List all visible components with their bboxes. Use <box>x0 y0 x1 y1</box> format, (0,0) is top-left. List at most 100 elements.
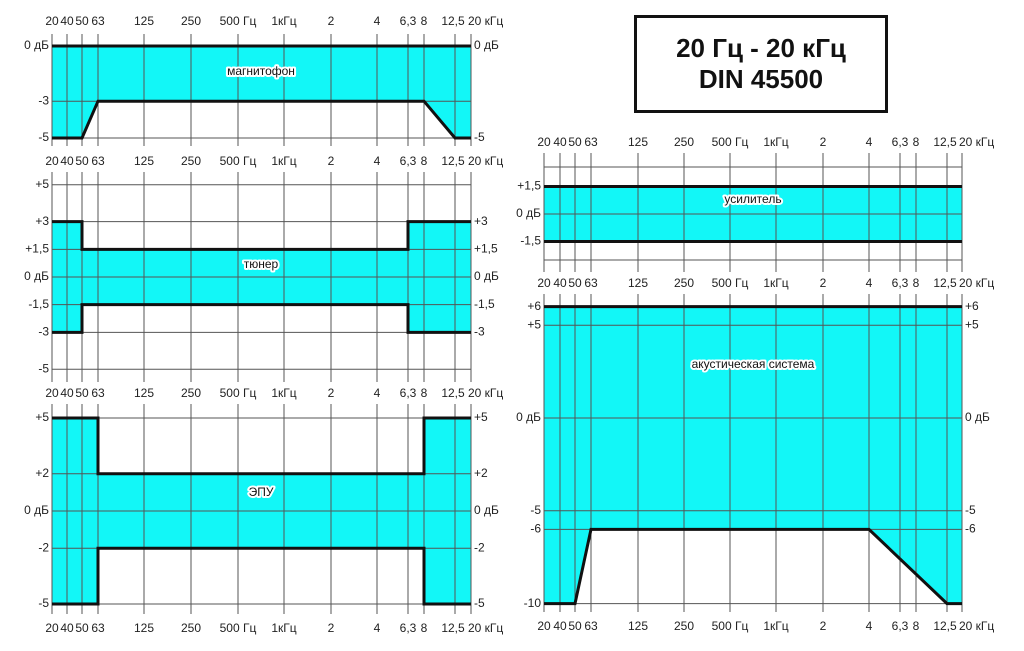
x-tick-label: 4 <box>374 14 381 28</box>
x-tick-label: 2 <box>328 14 335 28</box>
x-tick-label: 6,3 <box>400 621 417 635</box>
x-tick-label: 6,3 <box>400 386 417 400</box>
y-tick-label-right: 0 дБ <box>965 410 990 424</box>
x-tick-label: 12,5 <box>441 154 465 168</box>
y-tick-label-left: +1,5 <box>25 241 49 255</box>
x-tick-label: 50 <box>568 276 582 290</box>
panel-label: ЭПУ <box>249 485 274 499</box>
x-tick-label: 500 Гц <box>220 14 257 28</box>
x-tick-label: 63 <box>91 14 105 28</box>
x-tick-label: 20 кГц <box>959 619 994 633</box>
panel-label: магнитофон <box>227 64 295 78</box>
x-tick-label: 40 <box>60 154 74 168</box>
x-tick-label: 40 <box>60 14 74 28</box>
y-tick-label-right: 0 дБ <box>474 269 499 283</box>
x-tick-label: 2 <box>328 154 335 168</box>
x-tick-label: 20 <box>537 619 551 633</box>
x-tick-label: 50 <box>75 14 89 28</box>
x-tick-label: 2 <box>820 276 827 290</box>
x-tick-label: 20 <box>537 135 551 149</box>
y-tick-label-right: +3 <box>474 214 488 228</box>
y-tick-label-left: +5 <box>35 177 49 191</box>
lower-tolerance-boundary <box>52 303 471 334</box>
x-tick-label: 6,3 <box>892 135 909 149</box>
y-tick-label-left: -6 <box>530 522 541 536</box>
x-tick-label: 8 <box>421 14 428 28</box>
x-tick-label: 8 <box>421 386 428 400</box>
chart-panel-3: 20 40 50 63 125 250 500 Гц 1кГц 2 4 6,3 8 12,5 20 кГц… <box>516 135 994 272</box>
y-tick-label-right: -2 <box>474 540 485 554</box>
x-tick-label: 8 <box>913 135 920 149</box>
panel-label: акустическая система <box>692 357 815 371</box>
x-tick-label: 12,5 <box>933 619 957 633</box>
x-tick-label: 125 <box>134 621 154 635</box>
y-tick-label-right: +5 <box>965 317 979 331</box>
x-tick-label: 20 <box>45 14 59 28</box>
x-tick-label: 8 <box>421 154 428 168</box>
x-tick-label: 500 Гц <box>712 135 749 149</box>
x-tick-label: 2 <box>820 135 827 149</box>
panel-label: тюнер <box>244 257 279 271</box>
y-tick-label-right: +2 <box>474 466 488 480</box>
y-tick-label-right: -5 <box>474 596 485 610</box>
x-tick-label: 125 <box>628 619 648 633</box>
y-tick-label-left: +6 <box>527 299 541 313</box>
x-tick-label: 63 <box>91 386 105 400</box>
x-tick-label: 20 <box>45 621 59 635</box>
x-tick-label: 125 <box>134 14 154 28</box>
x-tick-label: 250 <box>181 14 201 28</box>
y-tick-label-right: -1,5 <box>474 297 495 311</box>
x-tick-label: 125 <box>628 135 648 149</box>
x-tick-label: 500 Гц <box>220 154 257 168</box>
x-tick-label: 6,3 <box>892 619 909 633</box>
y-tick-label-left: -1,5 <box>520 234 541 248</box>
x-tick-label: 500 Гц <box>220 386 257 400</box>
x-tick-label: 20 кГц <box>959 276 994 290</box>
x-tick-label: 6,3 <box>892 276 909 290</box>
x-tick-label: 250 <box>674 619 694 633</box>
y-tick-label-left: -3 <box>38 93 49 107</box>
lower-tolerance-boundary <box>52 546 471 606</box>
x-tick-label: 20 <box>45 154 59 168</box>
x-tick-label: 20 кГц <box>468 621 503 635</box>
y-tick-label-right: +6 <box>965 299 979 313</box>
x-tick-label: 20 кГц <box>468 154 503 168</box>
x-tick-label: 20 <box>537 276 551 290</box>
y-tick-label-right: -6 <box>965 522 976 536</box>
x-tick-label: 40 <box>553 276 567 290</box>
x-tick-label: 4 <box>374 154 381 168</box>
y-tick-label-right: +1,5 <box>474 241 498 255</box>
x-tick-label: 1кГц <box>271 386 296 400</box>
x-tick-label: 40 <box>60 386 74 400</box>
chart-panel-1: 20 40 50 63 125 250 500 Гц 1кГц 2 4 6,3 8 12,5 20 кГц… <box>24 154 503 382</box>
x-tick-label: 1кГц <box>763 276 788 290</box>
x-tick-label: 1кГц <box>271 154 296 168</box>
x-tick-label: 1кГц <box>763 619 788 633</box>
y-tick-label-left: -5 <box>38 596 49 610</box>
x-tick-label: 50 <box>75 621 89 635</box>
y-tick-label-left: 0 дБ <box>24 38 49 52</box>
x-tick-label: 6,3 <box>400 154 417 168</box>
x-tick-label: 8 <box>421 621 428 635</box>
x-tick-label: 12,5 <box>441 386 465 400</box>
x-tick-label: 50 <box>75 154 89 168</box>
x-tick-label: 500 Гц <box>712 276 749 290</box>
y-tick-label-left: 0 дБ <box>516 410 541 424</box>
x-tick-label: 20 <box>45 386 59 400</box>
x-tick-label: 4 <box>374 621 381 635</box>
upper-tolerance-boundary <box>52 416 471 476</box>
y-tick-label-right: -3 <box>474 325 485 339</box>
x-tick-label: 4 <box>866 619 873 633</box>
x-tick-label: 63 <box>584 619 598 633</box>
lower-tolerance-boundary <box>52 99 471 140</box>
x-tick-label: 40 <box>60 621 74 635</box>
y-tick-label-left: -1,5 <box>28 297 49 311</box>
title-standard: DIN 45500 <box>698 64 824 94</box>
y-tick-label-left: -5 <box>38 361 49 375</box>
title-box: 20 Гц - 20 кГц DIN 45500 <box>634 15 888 113</box>
x-tick-label: 20 кГц <box>468 386 503 400</box>
x-tick-label: 50 <box>568 135 582 149</box>
tolerance-area <box>52 46 471 138</box>
x-tick-label: 12,5 <box>441 14 465 28</box>
